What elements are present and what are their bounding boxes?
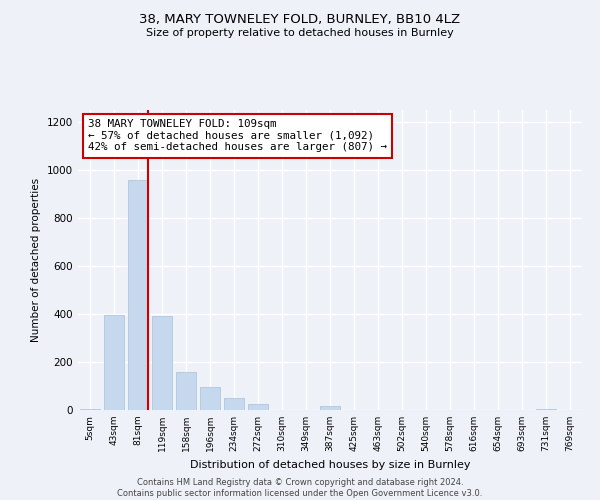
Bar (104, 315, 124, 410)
Bar (128, 180, 148, 410)
Bar (152, 316, 172, 410)
Text: 38 MARY TOWNELEY FOLD: 109sqm
← 57% of detached houses are smaller (1,092)
42% o: 38 MARY TOWNELEY FOLD: 109sqm ← 57% of d… (88, 119, 387, 152)
Text: Size of property relative to detached houses in Burnley: Size of property relative to detached ho… (146, 28, 454, 38)
Bar (224, 398, 244, 410)
Text: 38, MARY TOWNELEY FOLD, BURNLEY, BB10 4LZ: 38, MARY TOWNELEY FOLD, BURNLEY, BB10 4L… (139, 12, 461, 26)
Bar (536, 409, 556, 410)
Bar (200, 387, 220, 410)
Y-axis label: Number of detached properties: Number of detached properties (31, 178, 41, 342)
Bar (320, 406, 340, 410)
Bar (176, 372, 196, 410)
X-axis label: Distribution of detached houses by size in Burnley: Distribution of detached houses by size … (190, 460, 470, 469)
Text: Contains HM Land Registry data © Crown copyright and database right 2024.
Contai: Contains HM Land Registry data © Crown c… (118, 478, 482, 498)
Bar (248, 404, 268, 410)
Bar (80, 409, 100, 410)
